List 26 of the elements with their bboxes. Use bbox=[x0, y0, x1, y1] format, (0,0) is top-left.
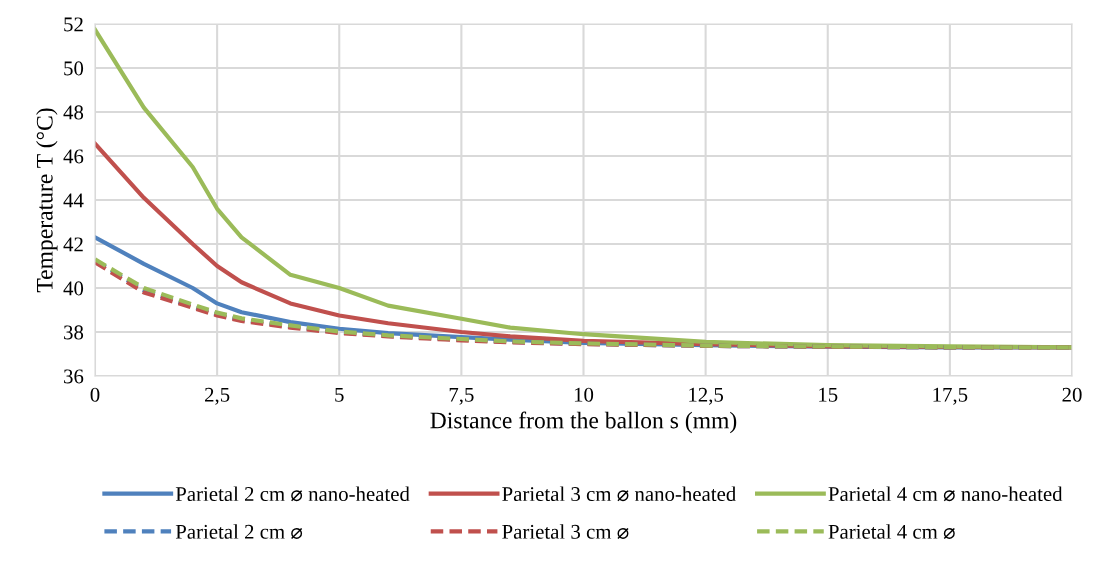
x-tick-label: 15 bbox=[819, 387, 838, 402]
x-tick-label: 17,5 bbox=[933, 387, 968, 405]
x-tick-label: 7,5 bbox=[449, 387, 474, 405]
legend-label: Parietal 2 cm ⌀ nano-heated bbox=[175, 486, 410, 502]
y-tick-label: 36 bbox=[64, 369, 84, 384]
y-tick-label: 46 bbox=[63, 149, 84, 164]
y-tick-label: 38 bbox=[64, 325, 84, 340]
x-tick-label: 5 bbox=[335, 387, 344, 402]
legend-label: Parietal 2 cm ⌀ bbox=[175, 524, 303, 539]
x-tick-label: 20 bbox=[1062, 387, 1082, 402]
y-axis-title: Temperature T (°C) bbox=[36, 108, 58, 293]
y-tick-label: 44 bbox=[63, 193, 84, 208]
y-tick-label: 50 bbox=[64, 61, 84, 76]
legend-label: Parietal 4 cm ⌀ nano-heated bbox=[828, 486, 1063, 502]
y-tick-label: 40 bbox=[63, 281, 84, 296]
x-axis-title: Distance from the ballon s (mm) bbox=[430, 411, 737, 434]
legend-label: Parietal 4 cm ⌀ bbox=[828, 524, 955, 539]
y-tick-label: 48 bbox=[63, 105, 84, 120]
y-tick-label: 52 bbox=[64, 17, 83, 32]
x-tick-label: 2,5 bbox=[205, 387, 230, 405]
legend-label: Parietal 3 cm ⌀ nano-heated bbox=[502, 486, 736, 502]
x-tick-label: 12,5 bbox=[689, 387, 724, 405]
x-tick-label: 0 bbox=[90, 387, 100, 402]
x-tick-label: 10 bbox=[574, 387, 594, 402]
legend-label: Parietal 3 cm ⌀ bbox=[502, 524, 629, 539]
y-tick-label: 42 bbox=[63, 237, 83, 252]
